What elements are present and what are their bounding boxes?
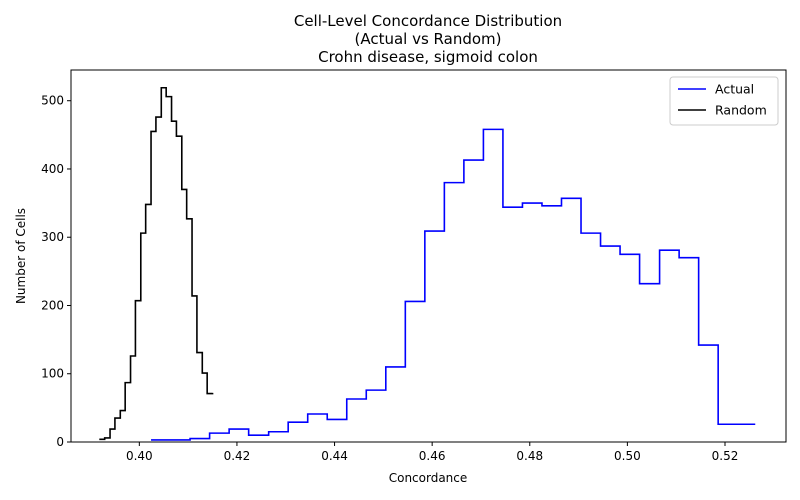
x-tick-label: 0.46 — [419, 449, 446, 463]
x-axis: 0.40 0.42 0.44 0.46 0.48 0.50 0.52 — [126, 442, 738, 463]
y-tick-label: 400 — [41, 162, 64, 176]
plot-area — [70, 69, 787, 443]
y-axis: 0 100 200 300 400 500 — [41, 94, 71, 449]
axes-frame — [70, 69, 787, 443]
legend-label-actual: Actual — [715, 82, 754, 97]
legend: Actual Random — [669, 76, 779, 126]
y-tick-label: 100 — [41, 367, 64, 381]
x-tick-label: 0.50 — [614, 449, 641, 463]
y-tick-label: 500 — [41, 94, 64, 108]
title-line-2: (Actual vs Random) — [354, 30, 501, 48]
x-tick-label: 0.48 — [516, 449, 543, 463]
y-tick-label: 200 — [41, 298, 64, 312]
chart-title: Cell-Level Concordance Distribution (Act… — [294, 12, 562, 66]
series-line-actual — [151, 128, 756, 441]
title-line-3: Crohn disease, sigmoid colon — [318, 48, 538, 66]
x-tick-label: 0.52 — [712, 449, 739, 463]
x-tick-label: 0.42 — [224, 449, 251, 463]
title-line-1: Cell-Level Concordance Distribution — [294, 12, 562, 30]
x-axis-label: Concordance — [389, 471, 468, 485]
x-tick-label: 0.40 — [126, 449, 153, 463]
y-tick-label: 0 — [56, 435, 64, 449]
legend-label-random: Random — [715, 103, 767, 118]
y-axis-label: Number of Cells — [14, 208, 28, 304]
series-line-random — [99, 86, 214, 441]
x-tick-label: 0.44 — [321, 449, 348, 463]
y-tick-label: 300 — [41, 230, 64, 244]
